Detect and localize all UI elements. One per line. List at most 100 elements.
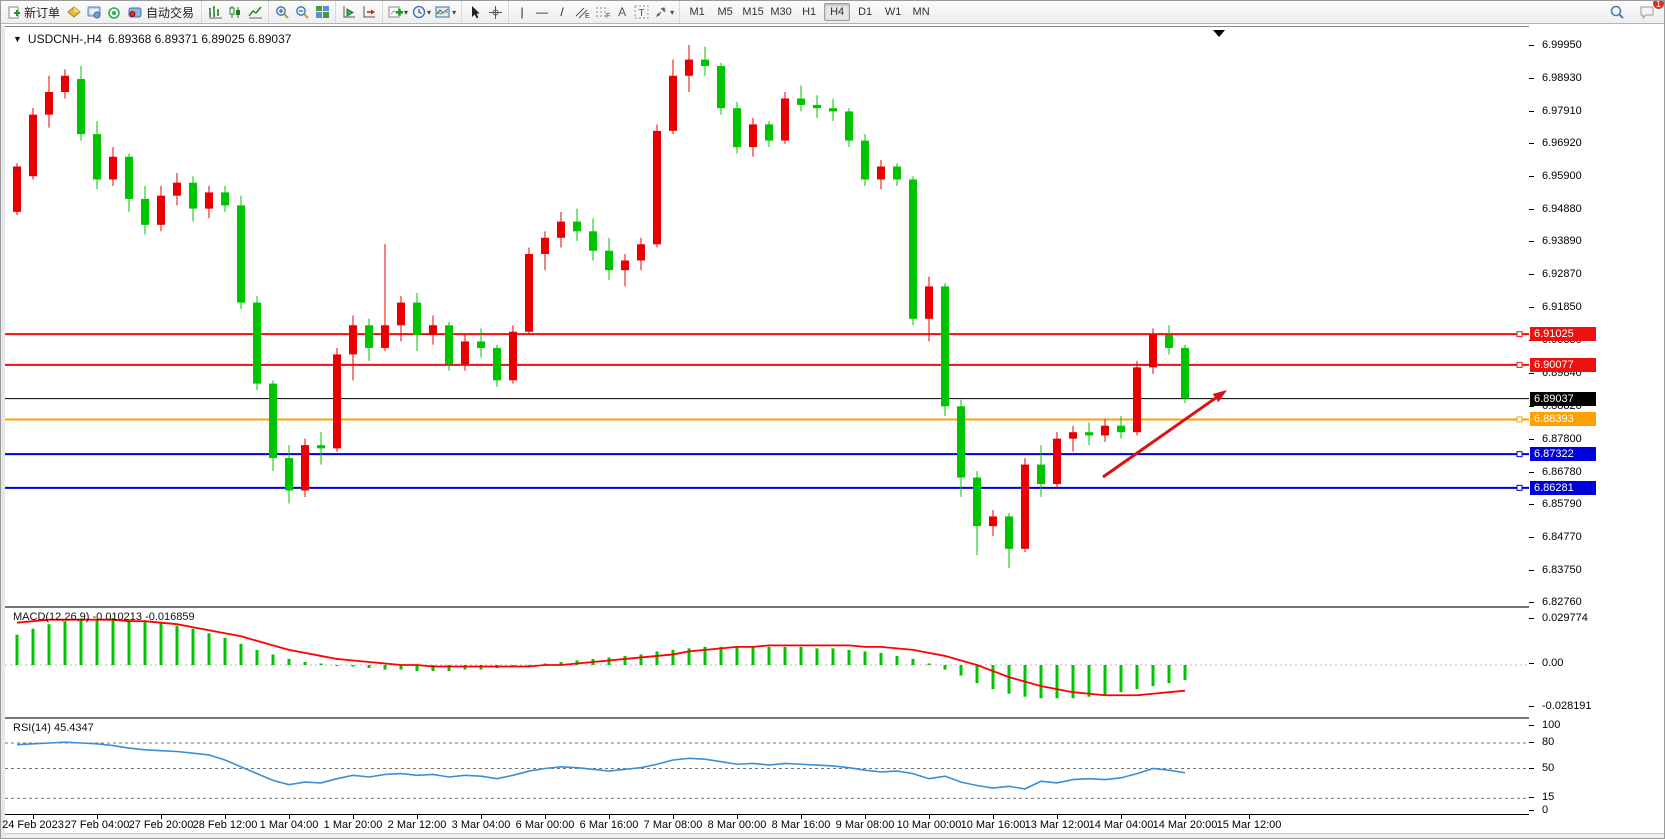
- rsi-axis-label: 0: [1542, 804, 1549, 816]
- time-label: 9 Mar 08:00: [835, 819, 895, 831]
- macd-histogram-bar: [239, 643, 243, 665]
- signals-icon[interactable]: [104, 2, 124, 22]
- notifications-button[interactable]: 1: [1637, 1, 1664, 22]
- timeframe-m15[interactable]: M15: [742, 6, 764, 18]
- new-order-button[interactable]: 新订单: [4, 2, 64, 22]
- fibonacci-tool[interactable]: F: [592, 2, 612, 22]
- auto-trading-button[interactable]: 自动交易: [124, 2, 198, 22]
- candle-body: [1117, 425, 1125, 433]
- vertical-line-tool[interactable]: |: [512, 2, 532, 22]
- candlestick-icon[interactable]: [225, 2, 245, 22]
- arrows-tool[interactable]: ▾: [652, 2, 676, 22]
- macd-pane[interactable]: MACD(12,26,9) -0.010213 -0.016859: [5, 606, 1533, 714]
- macd-histogram-bar: [815, 648, 819, 665]
- macd-histogram-bar: [415, 665, 419, 672]
- text-tool-glyph: A: [618, 5, 627, 19]
- macd-histogram-bar: [671, 649, 675, 665]
- rsi-pane[interactable]: RSI(14) 45.4347: [5, 717, 1533, 814]
- candle-body: [1053, 438, 1061, 485]
- bar-chart-icon[interactable]: [205, 2, 225, 22]
- collapse-triangle-icon[interactable]: ▼: [13, 34, 22, 44]
- price-tick-label: 6.83750: [1542, 563, 1582, 576]
- macd-canvas[interactable]: [5, 608, 1529, 714]
- search-icon[interactable]: [1607, 2, 1627, 22]
- price-tick-label: 6.85790: [1542, 497, 1582, 510]
- main-chart-pane[interactable]: ▼ USDCNH-,H4 6.89368 6.89371 6.89025 6.8…: [5, 26, 1533, 604]
- equidistant-channel-tool[interactable]: E: [572, 2, 592, 22]
- price-tick-dash: [1529, 78, 1534, 80]
- zoom-in-icon[interactable]: [272, 2, 292, 22]
- timeframe-d1[interactable]: D1: [858, 6, 873, 18]
- time-tick: [161, 815, 162, 819]
- macd-histogram-bar: [191, 628, 195, 665]
- macd-signal-line: [16, 618, 1186, 697]
- timeframe-mn[interactable]: MN: [912, 6, 930, 18]
- price-line-badge[interactable]: 6.87322: [1530, 447, 1596, 462]
- timeframe-m30[interactable]: M30: [770, 6, 792, 18]
- macd-histogram-bar: [639, 654, 643, 665]
- candle-body: [605, 250, 613, 271]
- auto-scroll-icon[interactable]: [339, 2, 359, 22]
- candle-body: [989, 516, 997, 527]
- candle-body: [413, 302, 421, 335]
- price-tick-label: 6.86780: [1542, 465, 1582, 478]
- timeframe-m5[interactable]: M5: [717, 6, 733, 18]
- text-label-tool[interactable]: T: [632, 2, 652, 22]
- time-tick: [289, 815, 290, 819]
- time-label: 1 Mar 20:00: [323, 819, 383, 831]
- profiles-icon[interactable]: ▾: [433, 2, 458, 22]
- candle-body: [461, 341, 469, 365]
- candle-body: [493, 347, 501, 381]
- macd-histogram-bar: [1167, 665, 1171, 684]
- hline-handle: [1516, 331, 1523, 338]
- price-line-badge[interactable]: 6.90077: [1530, 357, 1596, 372]
- crosshair-icon[interactable]: [485, 2, 505, 22]
- candle-body: [893, 166, 901, 180]
- macd-histogram-bar: [47, 624, 51, 665]
- chevron-down-icon: ▾: [452, 7, 457, 17]
- price-tick-dash: [1529, 536, 1534, 538]
- timeframe-h1[interactable]: H1: [802, 6, 817, 18]
- price-tick-dash: [1529, 111, 1534, 113]
- time-axis[interactable]: 24 Feb 2023 27 Feb 04:00 27 Feb 20:00 28 Fe…: [2, 814, 1529, 833]
- time-tick: [737, 815, 738, 819]
- price-line-badge[interactable]: 6.91025: [1530, 327, 1596, 342]
- zoom-out-icon[interactable]: [292, 2, 312, 22]
- price-tick-label: 6.93890: [1542, 235, 1582, 248]
- time-tick: [225, 815, 226, 819]
- horizontal-line-tool[interactable]: —: [532, 2, 552, 22]
- price-line-badge[interactable]: 6.89037: [1530, 391, 1596, 406]
- price-line-badge[interactable]: 6.88393: [1530, 412, 1596, 427]
- price-axis[interactable]: 6.99950 6.98930 6.97910 6.96920 6.95900 6.948…: [1529, 26, 1664, 834]
- trendline-tool[interactable]: /: [552, 2, 572, 22]
- price-tick-label: 6.96920: [1542, 137, 1582, 150]
- candle-body: [909, 179, 917, 319]
- candle-body: [13, 166, 21, 212]
- market-watch-icon[interactable]: [64, 2, 84, 22]
- rsi-canvas[interactable]: [5, 719, 1529, 814]
- macd-histogram-bar: [367, 665, 371, 669]
- tile-windows-icon[interactable]: [312, 2, 332, 22]
- macd-histogram-bar: [143, 621, 147, 665]
- period-clock-icon[interactable]: ▾: [410, 2, 433, 22]
- candle-body: [957, 406, 965, 478]
- new-chart-icon[interactable]: ▾: [386, 2, 410, 22]
- candle-body: [973, 477, 981, 527]
- candle-body: [653, 130, 661, 245]
- toolbar-group-cursor: [461, 1, 508, 23]
- timeframe-h4[interactable]: H4: [824, 3, 851, 21]
- timeframe-w1[interactable]: W1: [884, 6, 902, 18]
- navigator-icon[interactable]: [84, 2, 104, 22]
- time-label: 28 Feb 12:00: [192, 819, 258, 831]
- candle-body: [253, 302, 261, 384]
- text-tool[interactable]: A: [612, 2, 632, 22]
- line-chart-icon[interactable]: [245, 2, 265, 22]
- price-line-badge[interactable]: 6.86281: [1530, 480, 1596, 495]
- chart-shift-icon[interactable]: [359, 2, 379, 22]
- cursor-icon[interactable]: [465, 2, 485, 22]
- time-label: 8 Mar 00:00: [707, 819, 767, 831]
- timeframe-m1[interactable]: M1: [689, 6, 705, 18]
- candlestick-canvas[interactable]: [5, 27, 1529, 604]
- candle-body: [941, 286, 949, 407]
- time-label: 1 Mar 04:00: [259, 819, 319, 831]
